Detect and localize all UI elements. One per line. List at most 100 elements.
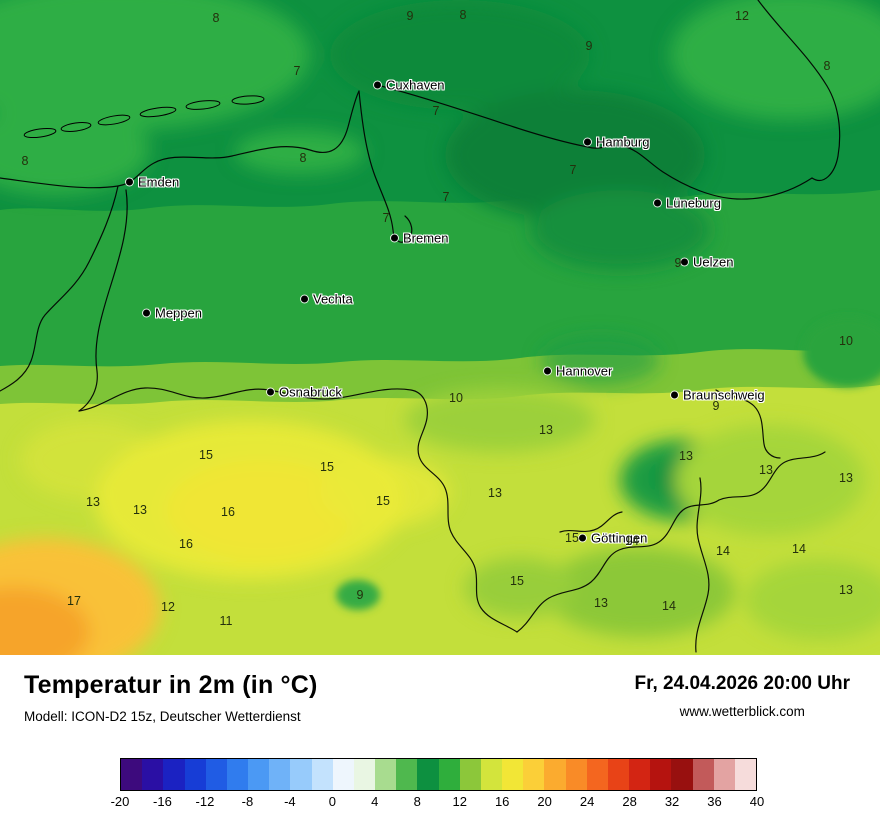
- city-dot-icon: [681, 258, 688, 266]
- city-dot-icon: [126, 178, 133, 186]
- city-label: Braunschweig: [683, 387, 765, 403]
- border-lines: [0, 0, 841, 653]
- temperature-map-svg: [0, 0, 880, 655]
- temperature-fields: [0, 0, 880, 655]
- color-scale-segment: [650, 759, 672, 790]
- temperature-value: 13: [86, 495, 100, 509]
- temperature-value: 7: [442, 190, 450, 204]
- city-dot-icon: [143, 309, 150, 317]
- city-marker: Emden: [126, 175, 179, 190]
- city-dot-icon: [671, 391, 678, 399]
- color-scale-tick-label: -8: [241, 794, 254, 809]
- city-label: Osnabrück: [279, 384, 342, 400]
- color-scale-legend: -20 -16 -12 -8 -4 0 4 8 12 16 20 24 28 32 36 40: [111, 758, 765, 814]
- temperature-value: 13: [759, 463, 773, 477]
- forecast-datetime: Fr, 24.04.2026 20:00 Uhr: [634, 673, 850, 694]
- footer-right: Fr, 24.04.2026 20:00 Uhr www.wetterblick…: [635, 673, 850, 719]
- temperature-value: 12: [735, 9, 749, 23]
- color-scale-segment: [121, 759, 143, 790]
- city-marker: Göttingen: [579, 531, 647, 546]
- color-scale-segment: [629, 759, 651, 790]
- temperature-value: 14: [662, 599, 676, 613]
- temperature-value: 8: [299, 151, 307, 165]
- city-marker: Osnabrück: [267, 385, 342, 400]
- temperature-map: Cuxhaven Hamburg Emden Lüneburg Bremen Uelzen…: [0, 0, 880, 655]
- city-dot-icon: [374, 81, 381, 89]
- temperature-value: 9: [585, 39, 593, 53]
- color-scale-tick-label: 32: [664, 794, 680, 809]
- color-scale-segment: [692, 759, 714, 790]
- color-scale-tick-label: 8: [413, 794, 421, 809]
- city-marker: Lüneburg: [654, 196, 721, 211]
- temperature-value: 14: [792, 542, 806, 556]
- color-scale-segment: [226, 759, 249, 790]
- city-label: Lüneburg: [666, 195, 721, 211]
- city-dot-icon: [579, 534, 586, 542]
- page-title: Temperatur in 2m (in °C): [24, 671, 318, 699]
- color-scale-ticks: -20 -16 -12 -8 -4 0 4 8 12 16 20 24 28 32 36 40: [111, 794, 765, 814]
- color-scale-segment: [417, 759, 439, 790]
- temperature-value: 12: [161, 600, 175, 614]
- temperature-value: 13: [839, 471, 853, 485]
- color-scale-segment: [438, 759, 460, 790]
- map-footer: Temperatur in 2m (in °C) Modell: ICON-D2…: [0, 655, 880, 830]
- coastal-islands: [23, 95, 265, 139]
- color-scale-tick-label: -12: [195, 794, 215, 809]
- temperature-value: 13: [539, 423, 553, 437]
- city-dot-icon: [654, 199, 661, 207]
- color-scale-segment: [353, 759, 376, 790]
- color-scale-segment: [311, 759, 333, 790]
- city-label: Meppen: [155, 305, 202, 321]
- color-scale-segment: [671, 759, 693, 790]
- city-dot-icon: [544, 367, 551, 375]
- color-scale-segment: [163, 759, 185, 790]
- color-scale-segment: [502, 759, 524, 790]
- temperature-value: 9: [356, 588, 364, 602]
- temperature-value: 8: [212, 11, 220, 25]
- color-scale-tick-label: 0: [328, 794, 336, 809]
- temperature-value: 8: [21, 154, 29, 168]
- color-scale-segment: [142, 759, 164, 790]
- temperature-value: 16: [221, 505, 235, 519]
- temperature-value: 15: [510, 574, 524, 588]
- map-overlay: Cuxhaven Hamburg Emden Lüneburg Bremen Uelzen…: [21, 8, 853, 628]
- city-marker: Vechta: [301, 292, 353, 307]
- color-scale-segment: [459, 759, 481, 790]
- temperature-value: 13: [839, 583, 853, 597]
- color-scale-segment: [184, 759, 206, 790]
- city-label: Emden: [138, 174, 180, 190]
- color-scale-tick-label: 28: [622, 794, 637, 809]
- temperature-value: 7: [569, 163, 577, 177]
- color-scale-segment: [332, 759, 354, 790]
- color-scale-segment: [269, 759, 291, 790]
- temperature-value: 15: [376, 494, 390, 508]
- city-label: Göttingen: [591, 530, 648, 546]
- city-label: Cuxhaven: [386, 77, 445, 93]
- city-label: Hamburg: [596, 134, 650, 150]
- temperature-value: 16: [179, 537, 193, 551]
- city-dot-icon: [301, 295, 308, 303]
- temperature-value: 7: [293, 64, 301, 78]
- temperature-value: 13: [679, 449, 693, 463]
- temperature-value: 9: [406, 9, 414, 23]
- city-marker: Hamburg: [584, 135, 649, 150]
- city-label: Bremen: [403, 230, 449, 246]
- model-info: Modell: ICON-D2 15z, Deutscher Wetterdie…: [24, 709, 301, 724]
- color-scale-segment: [565, 759, 587, 790]
- city-marker: Hannover: [544, 364, 612, 379]
- color-scale-tick-label: 24: [579, 794, 595, 809]
- color-scale-tick-label: -4: [284, 794, 296, 809]
- color-scale-segment: [396, 759, 418, 790]
- temperature-value: 17: [67, 594, 81, 608]
- color-scale-segment: [290, 759, 312, 790]
- temperature-value: 14: [625, 534, 639, 548]
- temperature-value: 10: [839, 334, 853, 348]
- color-scale-segment: [544, 759, 566, 790]
- temperature-value: 7: [382, 211, 390, 225]
- temperature-value: 11: [219, 614, 233, 628]
- color-scale-tick-label: -16: [153, 794, 172, 809]
- color-scale-tick-label: 16: [494, 794, 510, 809]
- city-dot-icon: [584, 138, 591, 146]
- temperature-value: 9: [674, 256, 682, 270]
